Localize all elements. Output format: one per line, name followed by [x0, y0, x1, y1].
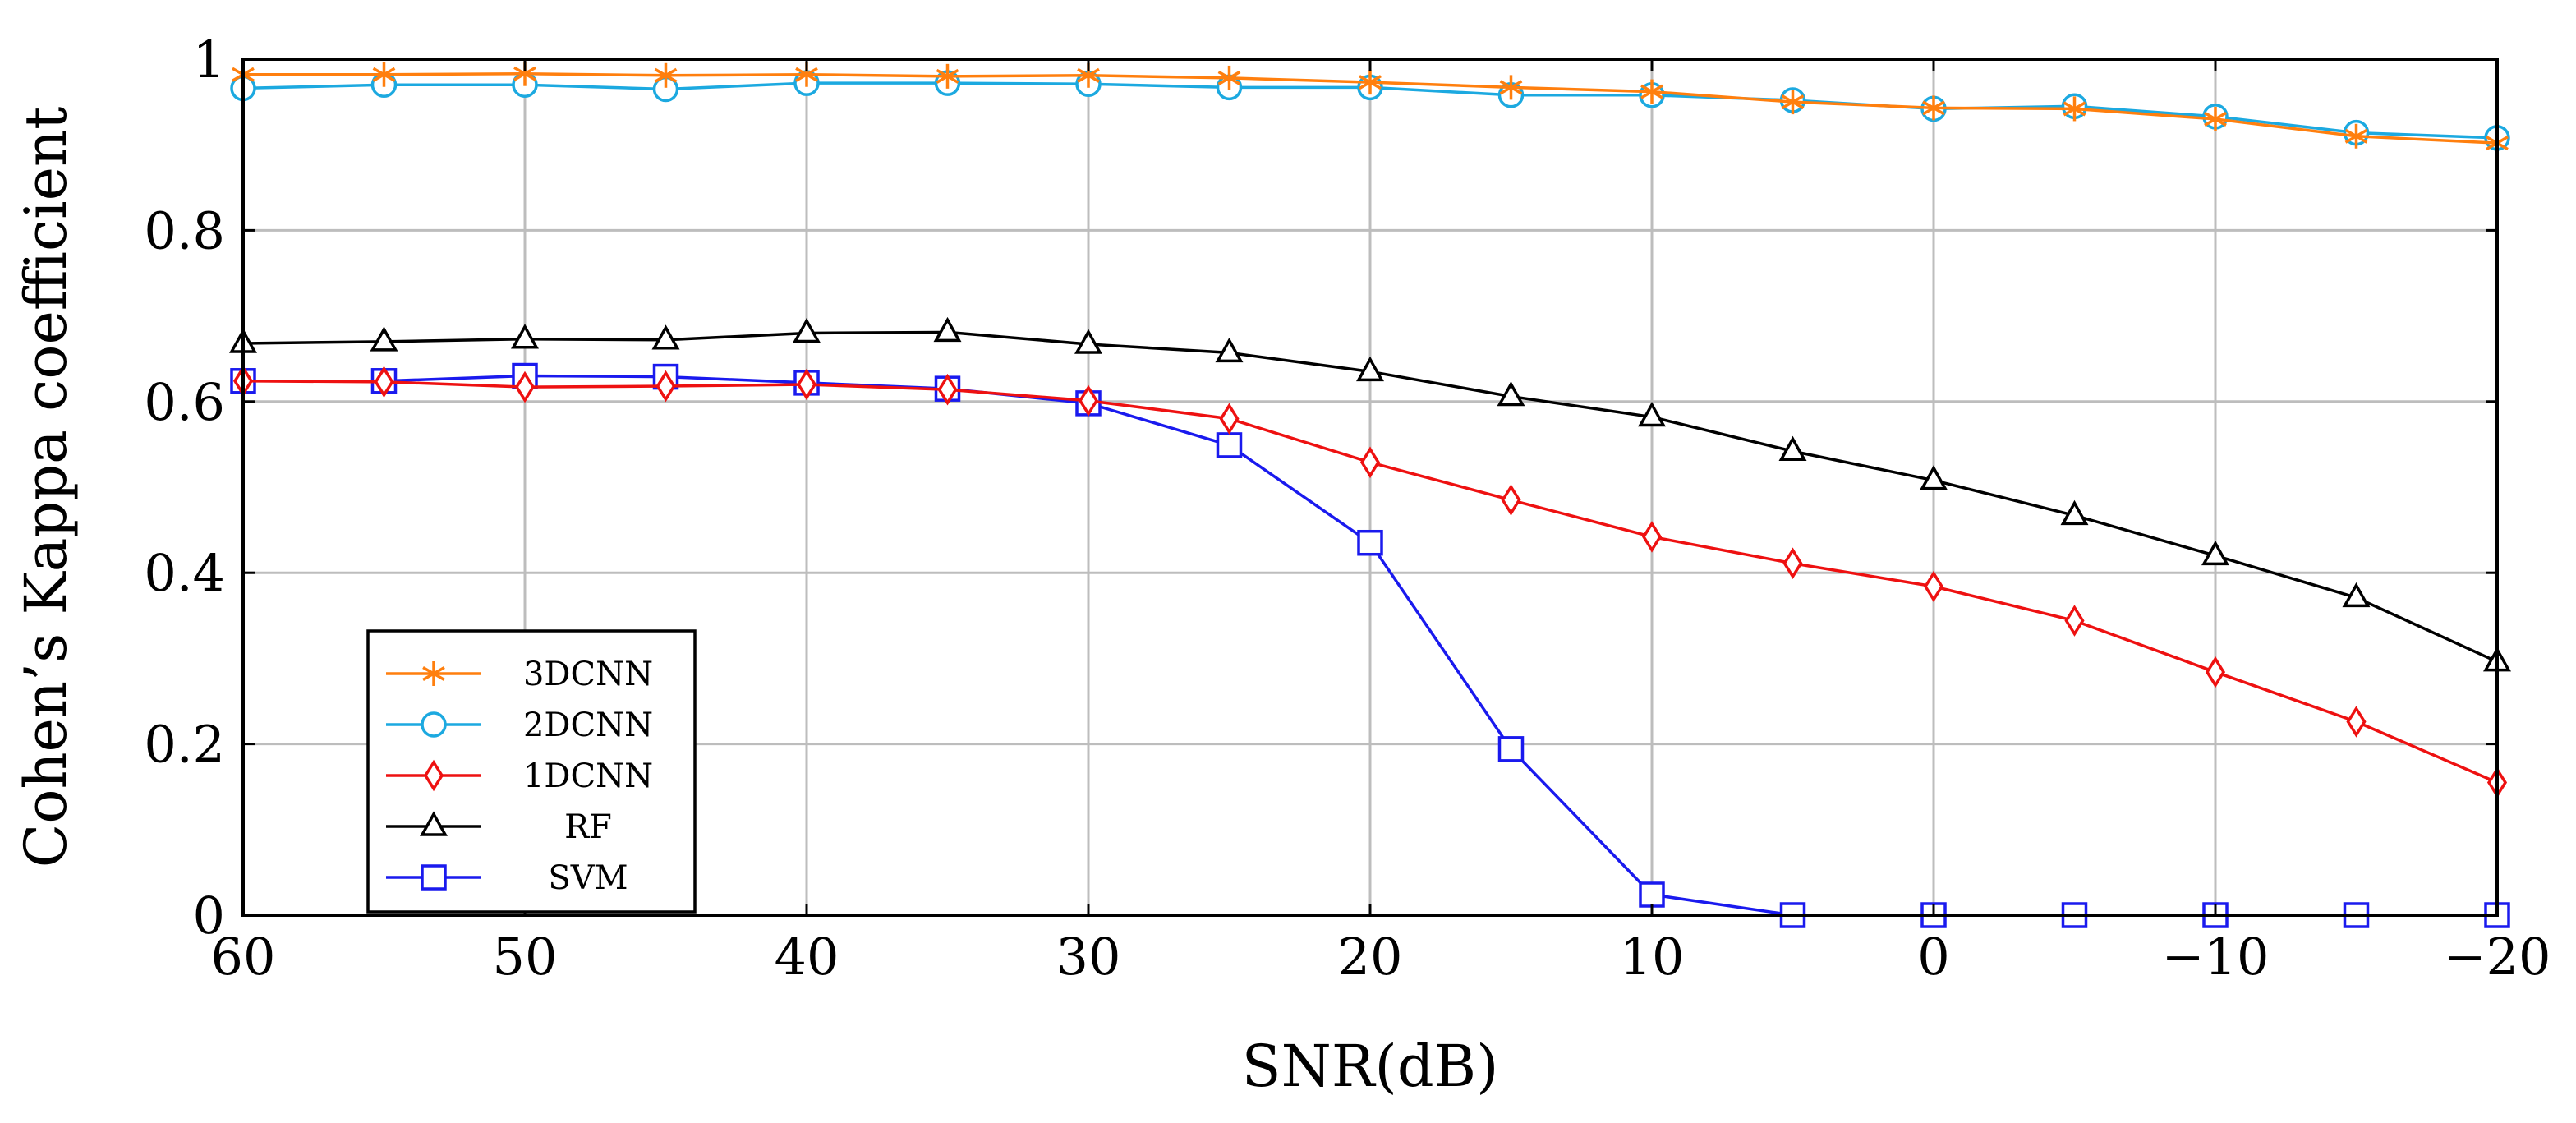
data-point-3dcnn: [1781, 90, 1805, 115]
series-1dcnn: [232, 365, 2508, 799]
series-layer: [229, 61, 2511, 928]
data-point-1dcnn: [1923, 570, 1944, 603]
data-point-3dcnn: [936, 63, 959, 89]
x-tick-label: 60: [211, 927, 276, 987]
data-point-1dcnn: [796, 368, 817, 401]
data-point-1dcnn: [1501, 484, 1521, 516]
data-point-1dcnn: [374, 366, 394, 398]
x-tick-label: −20: [2444, 927, 2551, 987]
data-point-3dcnn: [2063, 96, 2086, 122]
y-tick-label: 1: [193, 30, 225, 90]
data-point-1dcnn: [2205, 656, 2226, 688]
data-point-3dcnn: [2344, 123, 2368, 149]
legend-label-3dcnn: 3DCNN: [523, 656, 653, 693]
data-point-svm: [1216, 432, 1243, 458]
data-point-1dcnn: [1782, 547, 1803, 580]
data-point-svm: [1497, 736, 1525, 762]
data-point-1dcnn: [2064, 605, 2085, 637]
data-point-rf: [1778, 435, 1807, 461]
data-point-1dcnn: [937, 373, 958, 406]
legend: 3DCNN 2DCNN 1DCNN RF SVM: [366, 629, 697, 914]
legend-marker-svm: [421, 864, 447, 891]
y-tick-label: 0.2: [144, 715, 225, 775]
x-tick-label: 30: [1056, 927, 1121, 987]
legend-item-rf: RF: [386, 808, 612, 846]
legend-item-1dcnn: 1DCNN: [386, 757, 653, 795]
data-point-1dcnn: [1219, 403, 1240, 435]
data-point-rf: [793, 317, 821, 343]
x-tick-label: 20: [1338, 927, 1403, 987]
data-point-rf: [2060, 499, 2089, 526]
data-point-rf: [370, 326, 398, 352]
data-point-1dcnn: [1359, 446, 1381, 479]
legend-label-svm: SVM: [548, 859, 628, 897]
axis-ticks: 60 50 40 30 20 10 0 −10 −20 0 0.2 0.4 0.6 0.8 1: [144, 30, 2551, 987]
data-point-rf: [511, 324, 539, 349]
y-tick-label: 0: [193, 886, 225, 946]
x-tick-label: 40: [775, 927, 840, 987]
data-point-3dcnn: [1359, 70, 1382, 95]
legend-marker-rf: [420, 811, 448, 836]
data-point-1dcnn: [1641, 521, 1663, 553]
data-point-3dcnn: [654, 62, 678, 88]
legend-item-svm: SVM: [386, 859, 628, 897]
data-point-rf: [1074, 329, 1102, 354]
data-point-rf: [651, 324, 680, 350]
data-point-3dcnn: [1640, 79, 1663, 104]
series-rf: [229, 316, 2511, 672]
data-point-3dcnn: [1217, 65, 1241, 90]
legend-marker-1dcnn: [423, 759, 444, 792]
x-tick-label: 0: [1917, 927, 1949, 987]
y-tick-label: 0.4: [144, 543, 225, 603]
legend-item-3dcnn: 3DCNN: [386, 656, 653, 693]
legend-marker-2dcnn: [421, 711, 447, 738]
data-point-rf: [1215, 337, 1244, 363]
legend-label-2dcnn: 2DCNN: [523, 706, 653, 744]
data-point-rf: [1638, 401, 1666, 427]
data-point-3dcnn: [1922, 95, 1945, 121]
data-point-svm: [1357, 529, 1383, 556]
y-tick-label: 0.8: [144, 200, 225, 260]
data-point-1dcnn: [1078, 384, 1099, 417]
data-point-rf: [1920, 465, 1948, 490]
data-point-rf: [2201, 540, 2229, 566]
data-point-1dcnn: [514, 370, 536, 403]
x-axis-title: SNR(dB): [1242, 1033, 1499, 1100]
legend-marker-3dcnn: [422, 661, 445, 686]
legend-label-rf: RF: [564, 808, 612, 846]
x-tick-label: 10: [1620, 927, 1685, 987]
legend-label-1dcnn: 1DCNN: [523, 757, 653, 795]
data-point-rf: [933, 316, 962, 343]
x-tick-label: 50: [493, 927, 558, 987]
x-tick-label: −10: [2162, 927, 2270, 987]
data-point-3dcnn: [1499, 75, 1523, 100]
data-point-1dcnn: [2346, 706, 2367, 738]
data-point-3dcnn: [2204, 106, 2227, 131]
data-point-rf: [2342, 582, 2371, 608]
data-point-rf: [1497, 380, 1525, 407]
y-axis-title: Cohen’s Kappa coefficient: [12, 107, 80, 868]
data-point-rf: [1356, 356, 1384, 382]
legend-item-2dcnn: 2DCNN: [386, 706, 653, 744]
data-point-svm: [1639, 881, 1665, 908]
data-point-1dcnn: [656, 370, 676, 403]
data-point-3dcnn: [372, 62, 396, 87]
y-tick-label: 0.6: [144, 372, 225, 432]
